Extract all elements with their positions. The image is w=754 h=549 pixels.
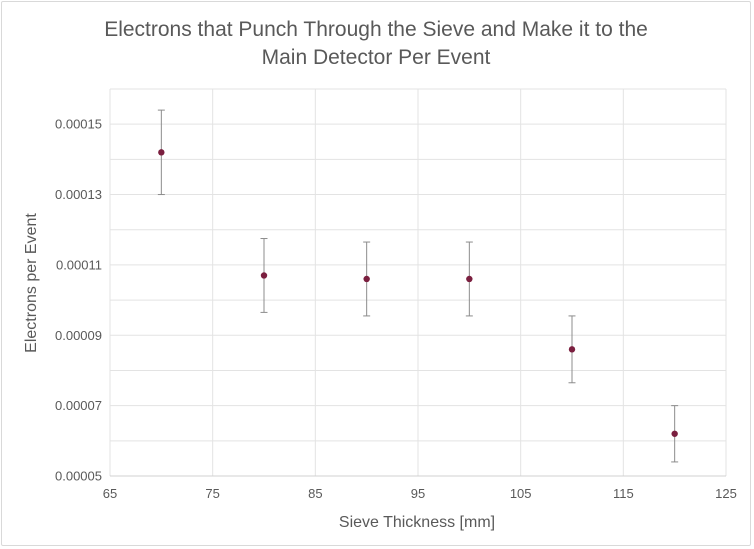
x-tick-label: 65: [103, 486, 117, 501]
y-tick-label: 0.00011: [56, 257, 102, 272]
data-point: [568, 346, 576, 353]
y-tick-labels: 0.00005 0.00007 0.00009 0.00011 0.00013 0.000…: [55, 117, 102, 484]
data-point: [466, 275, 473, 283]
x-tick-label: 85: [308, 486, 322, 501]
y-axis-label: Electrons per Event: [23, 213, 40, 353]
y-tick-label: 0.00015: [55, 117, 102, 132]
data-point: [158, 149, 165, 156]
x-tick-label: 125: [715, 486, 737, 501]
chart-title-line-2: Main Detector Per Event: [262, 46, 491, 69]
data-point: [363, 275, 370, 283]
x-tick-label: 115: [613, 486, 634, 501]
y-tick-label: 0.00005: [55, 469, 102, 484]
x-tick-labels: 65 75 85 95 105 115 125: [103, 486, 737, 501]
data-point: [260, 272, 268, 279]
y-tick-label: 0.00009: [55, 328, 102, 343]
x-tick-label: 95: [411, 486, 425, 501]
x-tick-label: 105: [510, 486, 532, 501]
x-axis-label: Sieve Thickness [mm]: [339, 514, 495, 531]
y-tick-label: 0.00013: [55, 187, 102, 202]
gridlines: [109, 88, 727, 477]
x-tick-label: 75: [205, 486, 219, 501]
chart-title-line-1: Electrons that Punch Through the Sieve a…: [104, 18, 648, 41]
data-points: [158, 149, 678, 437]
data-point: [671, 430, 678, 437]
y-tick-label: 0.00007: [55, 398, 102, 413]
